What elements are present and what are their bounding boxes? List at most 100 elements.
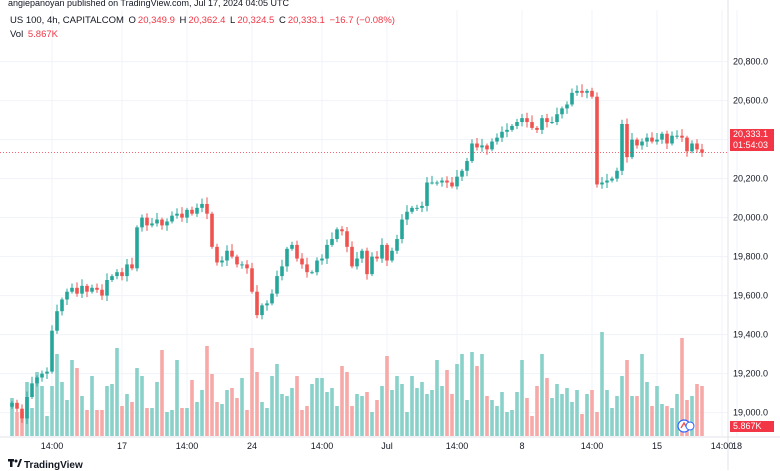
candle-body: [300, 258, 304, 265]
volume-bar: [275, 364, 279, 436]
volume-bar: [115, 348, 119, 436]
symbol-label[interactable]: US 100, 4h, CAPITALCOM: [10, 15, 124, 26]
volume-bar: [300, 410, 304, 436]
candle-body: [505, 129, 509, 132]
volume-bar: [220, 404, 224, 436]
open-label: O: [128, 15, 136, 26]
volume-bar: [280, 394, 284, 436]
candle-body: [95, 287, 99, 290]
candle-body: [235, 256, 239, 265]
volume-bar: [105, 386, 109, 436]
candle-body: [395, 239, 399, 251]
volume-bar: [120, 406, 124, 436]
volume-bar: [650, 406, 654, 436]
candle-body: [225, 250, 229, 261]
volume-bar: [60, 382, 64, 436]
volume-bar: [545, 378, 549, 436]
volume-bar: [405, 412, 409, 436]
candle-body: [610, 178, 614, 181]
candles[interactable]: [10, 84, 704, 424]
candle-body: [680, 135, 684, 138]
candle-body: [500, 131, 504, 138]
candle-body: [160, 219, 164, 226]
volume-bar: [430, 390, 434, 436]
candle-body: [260, 305, 264, 316]
candle-body: [635, 139, 639, 146]
candle-body: [450, 182, 454, 187]
volume-bar: [670, 408, 674, 436]
volume-bar: [75, 368, 79, 436]
volume-bar: [440, 386, 444, 436]
candle-body: [265, 303, 269, 306]
low-label: L: [230, 15, 236, 26]
volume-bar: [600, 332, 604, 436]
volume-bar: [480, 354, 484, 436]
time-axis[interactable]: 14:00 17 14:00 24 14:00 Jul 14:00 8 14:00 15 14:00…: [0, 436, 780, 451]
candle-body: [590, 90, 594, 97]
candle-body: [305, 264, 309, 273]
volume-bar: [240, 378, 244, 436]
volume-label: Vol: [10, 29, 24, 40]
candle-body: [525, 118, 529, 123]
volume-bar: [485, 396, 489, 436]
candle-body: [165, 221, 169, 226]
candle-body: [515, 122, 519, 126]
candle-body: [400, 219, 404, 240]
volume-bar: [110, 384, 114, 436]
volume-bar: [30, 408, 34, 436]
volume-bar: [515, 392, 519, 436]
candle-body: [90, 287, 94, 292]
replay-icon[interactable]: [676, 418, 698, 434]
candle-body: [290, 244, 294, 249]
volume-value: 5.867K: [27, 29, 58, 40]
volume-bar: [200, 390, 204, 436]
candle-body: [405, 211, 409, 220]
volume-bar: [175, 360, 179, 436]
candle-body: [480, 145, 484, 148]
candle-body: [585, 90, 589, 93]
x-tick-label: 14:00: [581, 441, 604, 451]
candle-body: [325, 244, 329, 259]
candle-body: [540, 118, 544, 130]
volume-bar: [410, 376, 414, 436]
candle-body: [250, 268, 254, 292]
candle-body: [15, 402, 19, 409]
volume-bar: [450, 394, 454, 436]
candle-body: [475, 143, 479, 148]
candle-body: [620, 124, 624, 171]
volume-bar: [315, 378, 319, 436]
y-tick-label: 20,600.0: [733, 96, 768, 106]
ohlc-row: US 100, 4h, CAPITALCOM O 20,349.9 H 20,362…: [10, 14, 397, 28]
x-tick-label: 15: [652, 441, 662, 451]
volume-bar: [85, 410, 89, 436]
volume-bar: [495, 406, 499, 436]
volume-bar: [270, 376, 274, 436]
candle-body: [415, 207, 419, 209]
candle-body: [60, 299, 64, 312]
volume-bar: [615, 396, 619, 436]
price-axis[interactable]: 20,800.020,600.020,400.020,200.020,000.0…: [727, 0, 768, 470]
candle-body: [465, 161, 469, 171]
close-value: 20,333.1: [287, 15, 325, 26]
volume-bar: [400, 384, 404, 436]
candle-body: [520, 118, 524, 123]
low-value: 20,324.5: [237, 15, 275, 26]
candle-body: [175, 213, 179, 216]
candle-body: [270, 293, 274, 304]
candle-body: [355, 258, 359, 267]
candle-body: [445, 180, 449, 183]
candle-body: [80, 285, 84, 294]
x-tick-label: 14:00: [176, 441, 199, 451]
candle-body: [690, 143, 694, 152]
y-tick-label: 19,200.0: [733, 369, 768, 379]
volume-bar: [190, 380, 194, 436]
volume-bar: [655, 386, 659, 436]
volume-bar: [375, 400, 379, 436]
volume-bar: [145, 408, 149, 436]
candle-body: [345, 231, 349, 247]
candle-body: [440, 180, 444, 183]
volume-bar: [285, 396, 289, 436]
candle-body: [430, 182, 434, 184]
volume-bar: [425, 394, 429, 436]
